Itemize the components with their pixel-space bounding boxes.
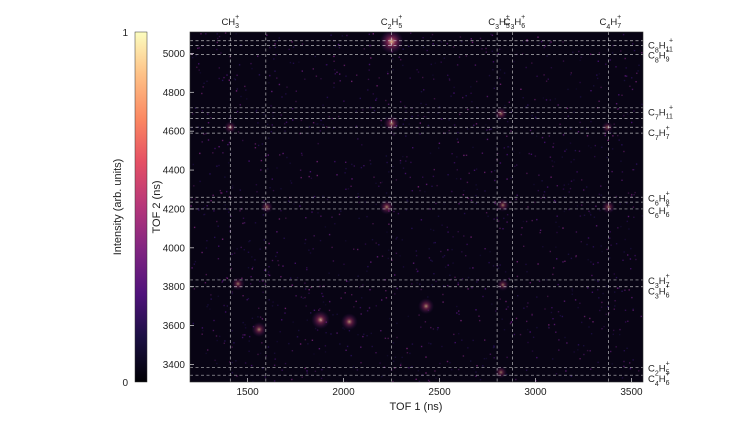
x-tick-label: 2500 bbox=[428, 387, 451, 398]
x-tick-label: 3000 bbox=[524, 387, 547, 398]
colorbar bbox=[134, 31, 148, 383]
x-tick-label: 3500 bbox=[620, 387, 643, 398]
hotspot-mark bbox=[494, 107, 508, 121]
hotspot-mark bbox=[496, 198, 510, 212]
colorbar-label: Intensity (arb. units) bbox=[112, 159, 124, 256]
hotspot-mark bbox=[494, 366, 508, 379]
right-ion-label: C3H6+ bbox=[648, 284, 670, 301]
colorbar-max-label: 1 bbox=[122, 28, 128, 39]
top-ion-label: C3H5+ bbox=[488, 14, 510, 31]
right-ion-label: C8H11+ bbox=[648, 38, 673, 55]
hotspot-mark bbox=[418, 298, 435, 315]
hotspot-mark bbox=[251, 322, 267, 337]
right-ion-label: C4H6+ bbox=[648, 371, 670, 388]
x-tick-label: 1500 bbox=[236, 387, 259, 398]
hotspot-mark bbox=[383, 115, 400, 132]
x-axis-label: TOF 1 (ns) bbox=[390, 401, 443, 413]
hotspot-mark bbox=[379, 32, 404, 54]
y-tick-label: 4000 bbox=[163, 243, 186, 254]
y-tick-label: 3400 bbox=[163, 360, 186, 371]
y-axis: 3400 3600 3800 4000 4200 4400 4600 4800 5000 bbox=[163, 49, 194, 371]
y-tick-label: 3600 bbox=[163, 321, 186, 332]
top-ion-label: C2H5+ bbox=[381, 14, 403, 31]
hotspot-mark bbox=[311, 310, 330, 330]
y-tick-label: 3800 bbox=[163, 282, 186, 293]
y-axis-label: TOF 2 (ns) bbox=[151, 181, 163, 234]
hotspot-mark bbox=[340, 313, 358, 331]
right-ion-label: C2H5+ bbox=[648, 360, 670, 377]
y-tick-label: 5000 bbox=[163, 49, 186, 60]
hotspot-mark bbox=[379, 199, 395, 215]
right-ion-label: C7H11+ bbox=[648, 105, 673, 122]
right-ion-label: C6H6+ bbox=[648, 203, 670, 220]
heatmap-hotspot-layer bbox=[224, 32, 616, 379]
heatmap-noise-layer bbox=[190, 32, 643, 382]
x-tick-label: 2000 bbox=[332, 387, 355, 398]
right-ion-label: C8H9+ bbox=[648, 47, 670, 64]
dashed-line-layer bbox=[190, 32, 643, 382]
y-tick-label: 4600 bbox=[163, 127, 186, 138]
top-ion-label: CH3+ bbox=[221, 14, 239, 30]
top-ion-label: C4H7+ bbox=[600, 14, 622, 31]
top-ion-label: C3H6+ bbox=[504, 14, 526, 31]
hotspot-mark bbox=[260, 200, 273, 214]
right-ion-label: C7H7+ bbox=[648, 125, 670, 142]
colorbar-min-label: 0 bbox=[122, 378, 128, 389]
hotspot-mark bbox=[601, 200, 616, 214]
hotspot-mark bbox=[601, 121, 614, 133]
hotspot-mark bbox=[231, 277, 245, 291]
plot-frame bbox=[189, 31, 644, 383]
right-ion-label: C3H7+ bbox=[648, 273, 670, 290]
y-tick-label: 4800 bbox=[163, 88, 186, 99]
right-ion-label: C6H8+ bbox=[648, 190, 670, 207]
x-axis: 1500 2000 2500 3000 3500 bbox=[236, 378, 643, 398]
y-tick-label: 4400 bbox=[163, 166, 186, 177]
right-ion-labels: C8H11+C8H9+ C7H11+ C7H7+ C6H8+C6H6+ C3H7+C3H… bbox=[648, 38, 673, 388]
top-ion-labels: CH3+ C2H5+ C3H5+C3H6+ C4H7+ bbox=[221, 14, 621, 31]
y-tick-label: 4200 bbox=[163, 204, 186, 215]
hotspot-mark bbox=[496, 278, 510, 291]
